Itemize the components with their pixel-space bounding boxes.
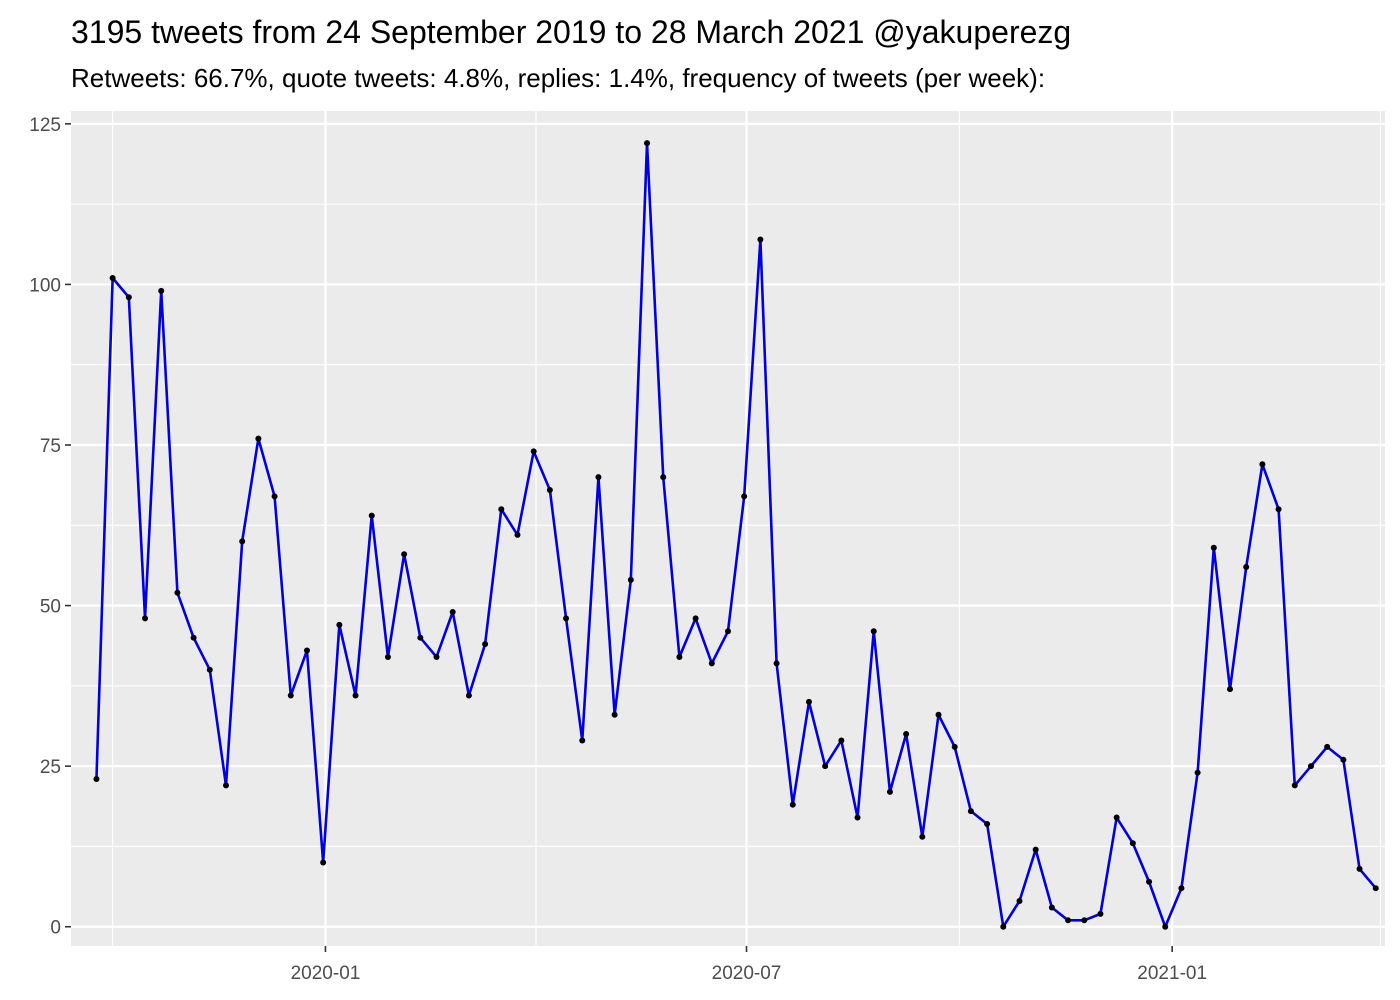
data-point [1129,840,1136,847]
data-point [1016,898,1023,905]
y-tick-label: 75 [40,436,61,457]
data-point [627,576,634,583]
data-point [384,653,391,660]
plot-panel [71,111,1385,946]
data-point [1178,885,1185,892]
data-point [1259,461,1266,468]
data-point [125,294,132,301]
chart-subtitle: Retweets: 66.7%, quote tweets: 4.8%, rep… [71,63,1045,93]
y-tick-label: 100 [29,275,61,296]
data-point [190,634,197,641]
data-point [401,551,408,558]
data-point [984,820,991,827]
data-point [271,493,278,500]
data-point [967,808,974,815]
data-point [255,435,262,442]
data-point [854,814,861,821]
data-point [838,737,845,744]
x-axis: 2020-01 2020-07 2021-01 [291,946,1207,984]
y-axis: 0 25 50 75 100 125 [29,115,71,939]
data-point [708,660,715,667]
y-tick-label: 125 [29,115,61,136]
data-point [1113,814,1120,821]
data-point [660,474,667,481]
data-point [417,634,424,641]
data-point [1081,917,1088,924]
data-point [1210,544,1217,551]
data-point [1356,865,1363,872]
data-point [498,506,505,513]
x-tick-label: 2020-07 [712,963,782,984]
data-point [223,782,229,789]
data-point [1227,686,1233,693]
data-point [352,692,359,699]
data-point [822,763,829,770]
data-point [725,628,731,635]
data-point [482,641,489,648]
data-point [1340,756,1347,763]
data-point [320,859,327,866]
data-point [1048,904,1055,911]
data-point [757,236,764,243]
data-point [1307,763,1314,770]
data-point [1000,923,1007,930]
chart-title: 3195 tweets from 24 September 2019 to 28… [71,14,1071,50]
data-point [595,474,602,481]
data-point [676,653,683,660]
data-point [886,788,893,795]
data-point [1324,743,1331,750]
data-point [1032,846,1039,853]
data-point [206,666,213,673]
data-point [287,692,294,699]
y-tick-label: 0 [50,918,61,939]
data-point [1243,564,1250,571]
data-point [773,660,780,667]
data-point [1162,923,1169,930]
data-point [174,589,181,596]
data-point [239,538,246,545]
data-point [1146,878,1153,885]
data-point [303,647,310,654]
data-point [741,493,748,500]
x-tick-label: 2021-01 [1137,963,1207,984]
y-tick-label: 25 [40,757,61,778]
data-point [1097,910,1104,917]
data-point [935,711,942,718]
data-point [158,287,165,294]
data-points [93,140,1379,930]
data-point [563,615,570,622]
data-point [919,833,926,840]
data-point [336,621,343,628]
data-point [1372,885,1379,892]
data-point [368,512,375,519]
series-line [95,141,1377,929]
data-point [546,486,553,493]
data-point [644,140,651,147]
data-point [530,448,537,455]
data-point [1065,917,1072,924]
data-point [903,731,910,738]
data-point [93,776,100,782]
y-tick-label: 50 [40,597,61,618]
data-point [789,801,796,808]
data-point [142,615,149,622]
data-point [109,275,116,281]
data-point [514,531,521,538]
data-point [692,615,699,622]
data-point [1194,769,1201,776]
data-point [449,609,456,615]
data-point [611,711,618,718]
x-tick-label: 2020-01 [291,963,361,984]
data-point [433,653,440,660]
data-point [805,698,812,705]
data-point [1291,782,1298,789]
data-point [870,628,877,635]
data-point [465,692,472,699]
data-point [579,737,586,744]
data-point [1275,506,1282,513]
data-point [951,743,958,750]
